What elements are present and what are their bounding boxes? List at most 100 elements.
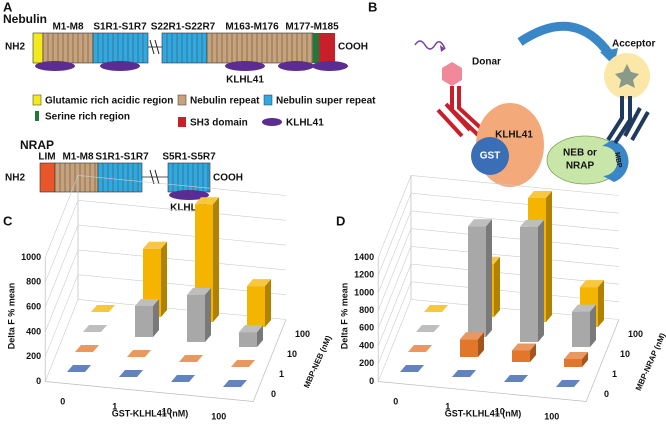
z-axis-label: MBP-NRAP (nM) bbox=[634, 331, 666, 392]
y-tick-label: 600 bbox=[26, 301, 41, 311]
bar-top-shade bbox=[187, 287, 211, 295]
panel-label: C bbox=[3, 213, 13, 228]
bar-top-shade bbox=[223, 380, 247, 387]
y-tick-label: 1400 bbox=[354, 252, 374, 262]
bar bbox=[408, 345, 432, 352]
legend-label: KLHL41 bbox=[286, 118, 324, 129]
bar bbox=[247, 279, 271, 327]
grid-line bbox=[377, 175, 620, 258]
bar-front bbox=[468, 226, 486, 337]
terminus-label: COOH bbox=[213, 173, 243, 184]
bar-top-shade bbox=[127, 350, 151, 357]
bar-side bbox=[213, 197, 219, 322]
legend-label: 1 bbox=[279, 369, 284, 379]
bar bbox=[135, 299, 159, 337]
bar-front bbox=[564, 359, 582, 367]
x-axis-label: GST-KLHL41 (nM) bbox=[112, 408, 189, 418]
bar-top-shade bbox=[468, 219, 492, 227]
wall-edge bbox=[377, 257, 620, 402]
bar-side-shade bbox=[546, 191, 552, 322]
panel-label: D bbox=[336, 213, 345, 228]
bar-top bbox=[512, 343, 536, 351]
region-label: S5R1-S5R7 bbox=[162, 152, 216, 163]
bar-top-shade bbox=[556, 380, 580, 387]
binding-label: KLHL41 bbox=[170, 203, 208, 214]
donor-antibody bbox=[436, 102, 472, 138]
assay-label: Acceptor bbox=[612, 39, 655, 50]
bar-top-shade bbox=[247, 279, 271, 287]
gst-tag bbox=[471, 137, 509, 175]
bar bbox=[91, 305, 115, 312]
assay-label: Donar bbox=[472, 57, 501, 68]
bar-side-shade bbox=[205, 287, 211, 342]
acceptor-antibody bbox=[623, 107, 650, 141]
x-tick-label: 1 bbox=[112, 401, 117, 411]
serine-region bbox=[313, 33, 319, 63]
bar-front bbox=[239, 332, 257, 347]
terminus-label: NH2 bbox=[5, 42, 25, 53]
bar-side-shade bbox=[494, 256, 500, 317]
bar-top bbox=[556, 380, 580, 387]
legend-swatch bbox=[35, 111, 39, 121]
bar-side bbox=[257, 325, 263, 347]
bar bbox=[119, 370, 143, 377]
bar-top bbox=[231, 360, 255, 367]
legend-label: Nebulin super repeat bbox=[276, 96, 376, 107]
bar-top bbox=[135, 299, 159, 306]
bar bbox=[75, 345, 99, 352]
acceptor-antibody bbox=[606, 96, 632, 145]
bar-top-shade bbox=[460, 332, 484, 340]
bar bbox=[468, 219, 492, 337]
legend-label: Glutamic rich acidic region bbox=[45, 96, 173, 107]
bar-side bbox=[494, 256, 500, 317]
bar-top-shade bbox=[179, 355, 203, 362]
bar-side bbox=[582, 352, 588, 367]
bar-side bbox=[265, 279, 271, 327]
legend-label: 100 bbox=[295, 329, 310, 339]
y-tick-label: 200 bbox=[359, 358, 374, 368]
region-label: M1-M8 bbox=[52, 22, 84, 33]
y-tick-label: 1000 bbox=[354, 287, 374, 297]
bar-top bbox=[520, 219, 544, 227]
bar-top-shade bbox=[67, 365, 91, 372]
region-label: M1-M8 bbox=[62, 152, 94, 163]
energy-transfer-arrow bbox=[517, 21, 614, 58]
legend-label: 1 bbox=[612, 369, 617, 379]
bar-top bbox=[580, 280, 604, 288]
excitation-arrow bbox=[414, 40, 446, 50]
bar-side bbox=[598, 280, 604, 327]
y-tick-label: 1200 bbox=[354, 270, 374, 280]
legend-label: 0 bbox=[604, 389, 609, 399]
bar-top bbox=[223, 380, 247, 387]
bar-top-shade bbox=[528, 191, 552, 198]
bar-side bbox=[530, 343, 536, 362]
bar-top bbox=[119, 370, 143, 377]
bar bbox=[231, 360, 255, 367]
bar-top bbox=[239, 325, 263, 333]
x-tick-label: 0 bbox=[393, 396, 398, 406]
bar-top bbox=[195, 197, 219, 205]
bar-side bbox=[153, 299, 159, 337]
bar-side bbox=[546, 191, 552, 322]
assay-label: NRAP bbox=[566, 161, 595, 172]
legend-label: 10 bbox=[620, 349, 630, 359]
mbp-tag bbox=[602, 140, 629, 182]
y-tick-label: 1000 bbox=[21, 252, 41, 262]
bar-front bbox=[247, 286, 265, 327]
bar-top-shade bbox=[572, 304, 596, 312]
bar-top bbox=[572, 304, 596, 312]
bar-top bbox=[83, 325, 107, 332]
bar-top-shade bbox=[512, 343, 536, 351]
bar bbox=[67, 365, 91, 372]
bar bbox=[400, 365, 424, 372]
binding-site bbox=[278, 61, 314, 71]
x-tick-label: 0 bbox=[60, 396, 65, 406]
bar-front bbox=[512, 350, 530, 362]
x-tick-label: 10 bbox=[495, 406, 505, 416]
bar-top-shade bbox=[195, 197, 219, 205]
bar-top bbox=[564, 352, 588, 359]
assay-label: GST bbox=[480, 151, 501, 162]
bar-top bbox=[143, 241, 167, 249]
legend-label: SH3 domain bbox=[190, 118, 248, 129]
legend-label: 10 bbox=[287, 349, 297, 359]
